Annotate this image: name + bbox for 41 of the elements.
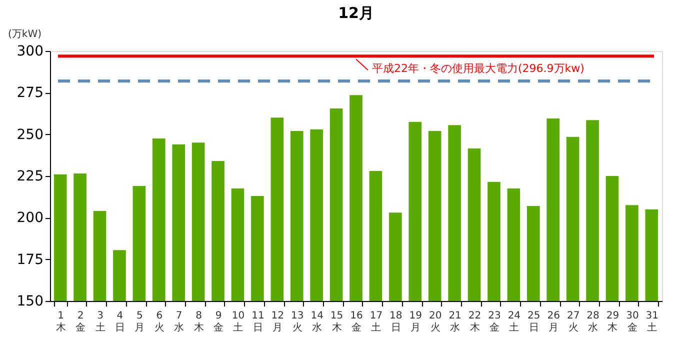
x-tick-label: 7 水	[174, 310, 184, 334]
y-tick-label: 275	[16, 85, 44, 102]
x-tick-label: 9 金	[214, 310, 224, 334]
y-axis-title: (万kW)	[8, 29, 42, 40]
x-tick-label: 5 月	[134, 310, 145, 334]
x-tick-label: 26 月	[547, 310, 560, 334]
x-tick-label: 10 土	[232, 310, 245, 334]
y-tick-label: 225	[16, 168, 44, 184]
x-tick-label: 30 金	[626, 310, 639, 334]
x-tick-label: 15 木	[330, 310, 344, 334]
x-tick-label: 8 木	[194, 310, 204, 334]
y-tick-label: 150	[16, 294, 44, 310]
x-tick-label: 13 火	[291, 310, 304, 334]
x-tick-label: 2 金	[76, 310, 86, 334]
x-tick-label: 28 水	[586, 310, 600, 334]
x-tick-label: 24 土	[508, 310, 521, 334]
x-tick-label: 23 金	[488, 310, 501, 334]
x-tick-label: 17 土	[370, 310, 383, 334]
x-tick-label: 20 火	[428, 310, 442, 334]
chart-title: 12月	[338, 4, 374, 22]
x-tick-label: 22 木	[468, 310, 482, 334]
x-tick-label: 18 日	[390, 310, 402, 334]
y-tick-label: 300	[16, 44, 44, 60]
x-tick-label: 12 月	[271, 310, 284, 334]
legend-label: 平成22年・冬の使用最大電力(296.9万kw)	[372, 62, 584, 76]
x-tick-label: 11 日	[252, 310, 264, 334]
x-tick-label: 27 火	[566, 310, 580, 334]
x-tick-label: 25 日	[528, 310, 540, 334]
x-tick-label: 1 木	[56, 310, 66, 334]
x-tick-label: 31 土	[646, 310, 659, 334]
y-tick-label: 200	[16, 210, 44, 226]
y-tick-label: 250	[16, 126, 44, 143]
x-tick-label: 6 火	[154, 310, 164, 334]
x-tick-label: 3 土	[95, 310, 106, 334]
y-tick-label: 175	[16, 252, 44, 268]
x-tick-label: 16 金	[350, 310, 363, 334]
x-tick-label: 4 日	[114, 310, 125, 334]
x-tick-label: 29 木	[606, 310, 620, 334]
x-tick-label: 21 水	[448, 310, 462, 334]
x-tick-label: 14 水	[310, 310, 324, 334]
x-tick-label: 19 月	[409, 310, 422, 334]
